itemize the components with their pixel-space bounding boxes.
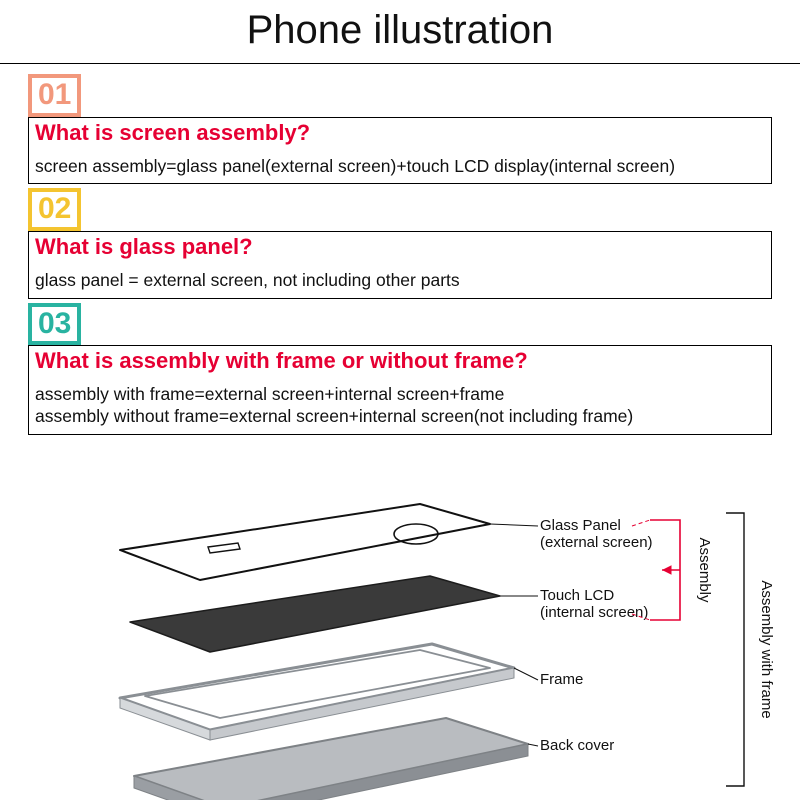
sections: 01 What is screen assembly? screen assem… — [0, 64, 800, 435]
answer-03: assembly with frame=external screen+inte… — [35, 384, 765, 428]
badge-02: 02 — [28, 188, 81, 231]
diagram-svg: Glass Panel(external screen) Touch LCD(in… — [0, 492, 800, 800]
qa-box-01: What is screen assembly? screen assembly… — [28, 117, 772, 185]
question-01: What is screen assembly? — [35, 120, 765, 146]
svg-text:Touch LCD: Touch LCD — [540, 587, 614, 604]
question-03: What is assembly with frame or without f… — [35, 348, 765, 374]
answer-02: glass panel = external screen, not inclu… — [35, 270, 765, 292]
question-02: What is glass panel? — [35, 234, 765, 260]
title-bar: Phone illustration — [0, 0, 800, 64]
section-01: 01 What is screen assembly? screen assem… — [28, 74, 772, 184]
svg-text:Frame: Frame — [540, 671, 583, 688]
page-title: Phone illustration — [0, 8, 800, 53]
svg-text:Assembly: Assembly — [696, 537, 713, 603]
exploded-diagram: Glass Panel(external screen) Touch LCD(in… — [0, 492, 800, 800]
svg-text:Glass Panel: Glass Panel — [540, 517, 621, 534]
svg-text:Assembly with frame: Assembly with frame — [758, 580, 775, 718]
section-03: 03 What is assembly with frame or withou… — [28, 303, 772, 435]
svg-text:Back cover: Back cover — [540, 737, 614, 754]
badge-01: 01 — [28, 74, 81, 117]
section-02: 02 What is glass panel? glass panel = ex… — [28, 188, 772, 298]
svg-text:(internal screen): (internal screen) — [540, 604, 648, 621]
qa-box-02: What is glass panel? glass panel = exter… — [28, 231, 772, 299]
svg-text:(external screen): (external screen) — [540, 534, 653, 551]
answer-01: screen assembly=glass panel(external scr… — [35, 156, 765, 178]
badge-03: 03 — [28, 303, 81, 346]
page: Phone illustration 01 What is screen ass… — [0, 0, 800, 800]
qa-box-03: What is assembly with frame or without f… — [28, 345, 772, 435]
